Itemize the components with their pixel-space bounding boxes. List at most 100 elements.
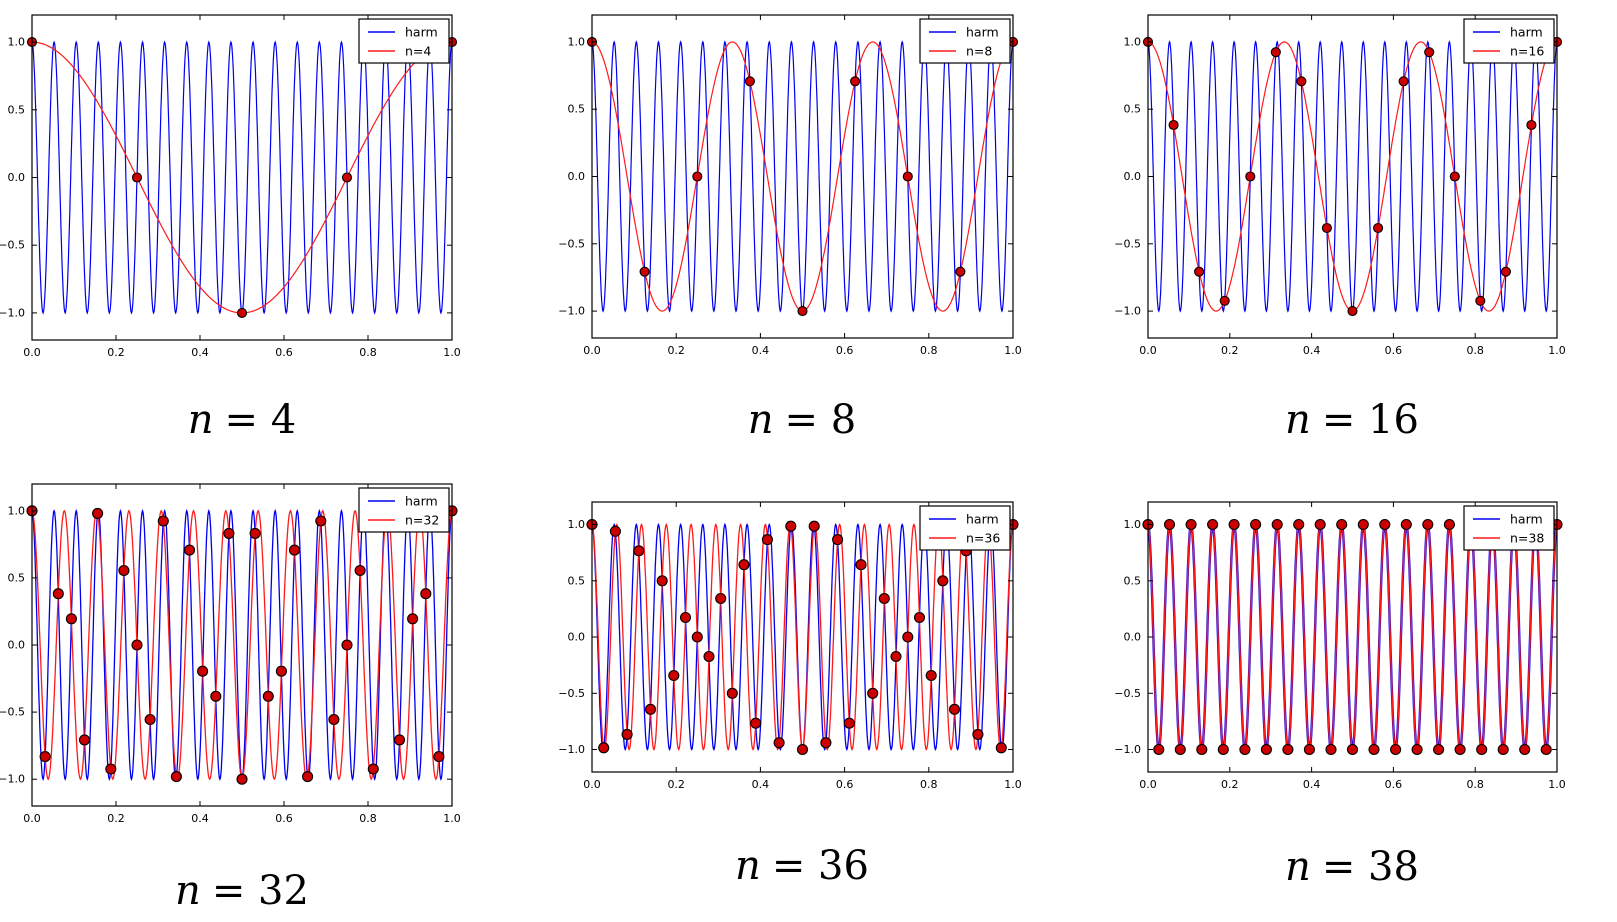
sample-point	[1196, 743, 1208, 756]
sample-point	[644, 703, 657, 715]
sample-point	[1449, 171, 1460, 182]
caption-variable: n	[747, 397, 774, 443]
legend-box	[1463, 505, 1555, 551]
sample-point	[913, 611, 926, 624]
sample-point	[354, 564, 366, 577]
sample-point	[785, 520, 797, 532]
y-tick-label: −1.0	[0, 773, 25, 786]
sample-point	[1433, 743, 1445, 756]
legend: harm n=32	[358, 487, 450, 533]
sample-point	[1314, 518, 1326, 531]
sample-points	[586, 518, 1019, 756]
sample-point	[808, 520, 820, 532]
x-tick-label: 1.0	[443, 346, 461, 359]
sample-point	[972, 728, 984, 740]
x-tick-label: 0.4	[1303, 344, 1321, 357]
sample-point	[1250, 518, 1262, 531]
sample-point	[118, 564, 130, 577]
sample-point	[715, 592, 727, 605]
sample-point	[341, 172, 353, 183]
sample-point	[1443, 518, 1455, 531]
y-tick-label: 0.5	[1124, 103, 1142, 116]
legend-label: harm	[1510, 512, 1543, 527]
sample-point	[1245, 171, 1256, 182]
sample-point	[1168, 119, 1179, 131]
x-tick-label: 0.6	[836, 778, 854, 791]
caption-variable: n	[1285, 844, 1311, 890]
sample-point	[407, 613, 419, 625]
y-tick-label: −0.5	[0, 706, 25, 719]
sample-point	[1321, 222, 1332, 234]
sample-point	[843, 717, 855, 729]
harm-curve	[31, 40, 453, 315]
sample-point	[275, 665, 287, 677]
y-tick-label: 0.0	[568, 170, 586, 183]
x-tick-label: 0.0	[23, 346, 41, 359]
sample-point	[170, 771, 182, 783]
y-tick-label: 1.0	[8, 504, 26, 517]
sample-point	[995, 742, 1007, 754]
x-tick-label: 0.6	[836, 344, 854, 357]
sample-point	[92, 507, 104, 519]
sample-point	[39, 751, 51, 763]
sample-point	[1228, 518, 1240, 531]
sample-point	[797, 306, 808, 317]
x-tick-label: 1.0	[1548, 344, 1566, 357]
legend-box	[919, 505, 1011, 551]
y-tick-label: 1.0	[8, 36, 26, 49]
x-tick-label: 0.2	[1221, 344, 1239, 357]
y-tick-label: −1.0	[1114, 305, 1141, 318]
sample-point	[131, 639, 143, 651]
sample-point	[1411, 743, 1423, 756]
sample-points	[1142, 36, 1563, 317]
sample-point	[1153, 743, 1165, 756]
y-tick-label: −0.5	[1114, 687, 1141, 700]
sample-points	[26, 37, 458, 318]
y-tick-label: 0.5	[8, 571, 26, 584]
x-tick-label: 0.2	[107, 812, 125, 825]
sample-point	[656, 575, 668, 587]
harm-curve	[591, 40, 1014, 313]
caption-variable: n	[187, 397, 214, 443]
legend-label: harm	[1510, 25, 1543, 40]
legend: harm n=38	[1463, 505, 1555, 551]
subplot-n36: 0.0 0.2 0.4 0.6 0.8 1.0 1.0 0.5 0.0 −0.5 −1.0 harm n…	[558, 501, 1022, 791]
axes-frame	[31, 14, 453, 341]
sample-point	[1400, 518, 1412, 531]
sample-point	[236, 773, 248, 785]
sample-point	[249, 527, 261, 539]
sample-point	[105, 763, 117, 775]
legend: harm n=16	[1463, 18, 1555, 64]
x-tick-label: 0.2	[667, 344, 685, 357]
sample-point	[183, 544, 196, 556]
sample-point	[1398, 76, 1409, 87]
x-tick-label: 0.6	[1385, 344, 1403, 357]
sample-point	[367, 763, 379, 775]
sample-point	[692, 171, 703, 182]
sample-point	[744, 76, 755, 87]
legend-box	[358, 487, 450, 533]
caption-n8: n = 8	[748, 397, 856, 443]
x-tick-label: 0.0	[583, 344, 601, 357]
sample-point	[890, 650, 902, 663]
x-tick-label: 0.4	[752, 778, 770, 791]
y-tick-label: −0.5	[558, 687, 585, 700]
sample-point	[52, 588, 64, 600]
subplot-n16: 0.0 0.2 0.4 0.6 0.8 1.0 1.0 0.5 0.0 −0.5 −1.0 harm n…	[1114, 14, 1566, 357]
x-tick-label: 0.2	[1221, 778, 1239, 791]
legend-label: harm	[405, 25, 438, 40]
caption-value: = 32	[211, 868, 309, 914]
sample-point	[210, 690, 222, 702]
sample-point	[925, 669, 937, 682]
sample-points	[1142, 518, 1563, 756]
sample-point	[773, 737, 785, 749]
y-tick-label: −1.0	[1114, 743, 1141, 756]
sample-point	[878, 592, 890, 605]
alias-curve	[1147, 522, 1558, 752]
y-tick-label: −1.0	[558, 305, 585, 318]
sample-point	[420, 588, 432, 600]
x-tick-label: 0.6	[275, 812, 293, 825]
y-tick-label: 1.0	[1124, 35, 1142, 48]
y-tick-label: −0.5	[558, 237, 585, 250]
sample-point	[78, 734, 91, 746]
